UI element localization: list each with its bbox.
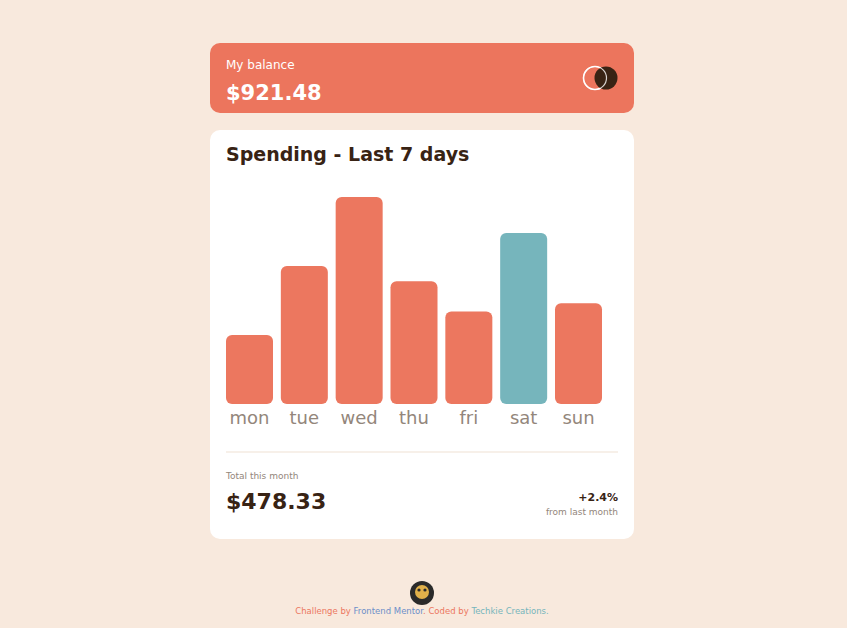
avatar — [417, 588, 420, 591]
avatar — [410, 581, 434, 605]
bars — [226, 197, 602, 404]
chart-title: Spending - Last 7 days — [226, 143, 469, 165]
page: My balance $921.48 Spending - Last 7 days m… — [0, 0, 847, 628]
summary-change-label: from last month — [546, 507, 618, 517]
summary-total: $478.33 — [226, 489, 326, 514]
divider — [226, 451, 618, 453]
footer-part: Challenge by — [295, 606, 353, 616]
summary-label: Total this month — [225, 471, 298, 481]
bar — [391, 281, 438, 404]
x-tick-label: fri — [459, 407, 478, 428]
bar — [281, 266, 328, 404]
avatar — [423, 588, 426, 591]
balance-label: My balance — [226, 58, 295, 72]
bar — [336, 197, 383, 404]
bar — [445, 312, 492, 404]
x-tick-label: thu — [399, 407, 429, 428]
x-tick-label: wed — [341, 407, 378, 428]
footer: Challenge by Frontend Mentor. Coded by T… — [295, 606, 549, 616]
avatar — [415, 585, 429, 599]
x-tick-label: tue — [290, 407, 320, 428]
x-tick-label: sat — [510, 407, 537, 428]
balance-amount: $921.48 — [226, 81, 322, 105]
logo-circle — [584, 67, 607, 90]
bar — [500, 233, 547, 404]
bar — [226, 335, 273, 404]
footer-part: Frontend Mentor — [354, 606, 425, 616]
balance-card — [210, 43, 634, 113]
x-tick-label: mon — [230, 407, 270, 428]
summary-change: +2.4% — [578, 491, 618, 504]
bar — [555, 303, 602, 404]
footer-part: . Coded by — [423, 606, 471, 616]
spending-card — [210, 130, 634, 539]
footer-part: Techkie Creations. — [470, 606, 548, 616]
x-tick-label: sun — [562, 407, 594, 428]
